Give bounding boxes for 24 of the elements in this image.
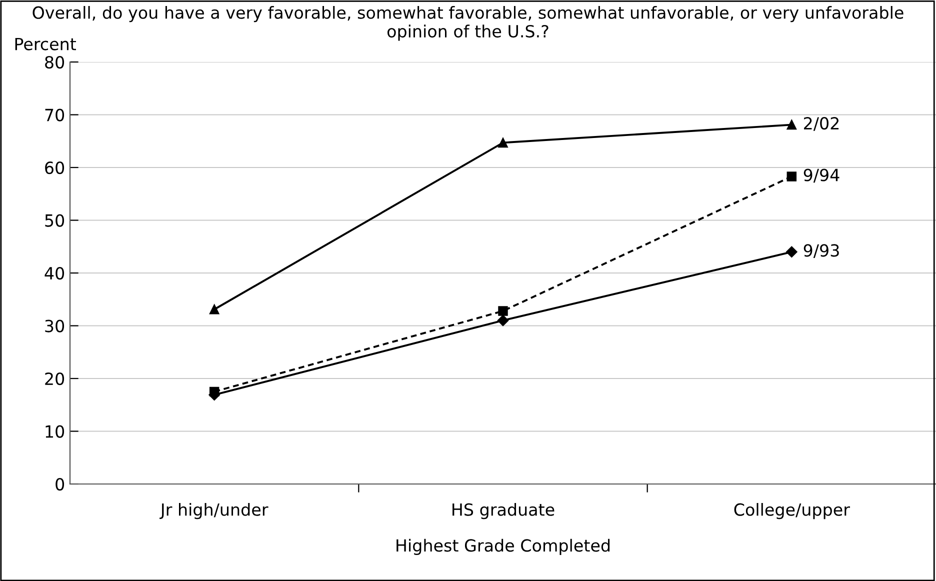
y-tick-label: 20 xyxy=(45,372,64,386)
point xyxy=(497,314,509,326)
y-tick-label: 30 xyxy=(45,320,64,332)
series-label: 2/02 xyxy=(804,117,839,131)
point xyxy=(786,172,797,182)
y-tick-label: 0 xyxy=(56,478,64,491)
x-tick-label: Jr high/under xyxy=(160,502,268,520)
x-tick-label: College/upper xyxy=(734,502,850,520)
y-tick-label: 50 xyxy=(45,214,64,227)
y-tick-label: 60 xyxy=(45,161,64,174)
point xyxy=(498,138,508,148)
point xyxy=(786,120,797,130)
series-label: 9/93 xyxy=(804,244,839,258)
x-tick-label: HS graduate xyxy=(452,502,554,520)
y-tick-label: 10 xyxy=(46,425,64,438)
y-tick-label: 70 xyxy=(45,108,64,122)
y-tick-label: 40 xyxy=(44,266,64,280)
x-axis-title: Highest Grade Completed xyxy=(396,538,610,555)
point xyxy=(498,306,508,316)
point xyxy=(786,246,798,258)
y-tick-label: 80 xyxy=(45,56,64,69)
point xyxy=(209,304,220,314)
y-axis-title: Percent xyxy=(15,38,76,50)
series-label: 9/94 xyxy=(804,168,840,183)
